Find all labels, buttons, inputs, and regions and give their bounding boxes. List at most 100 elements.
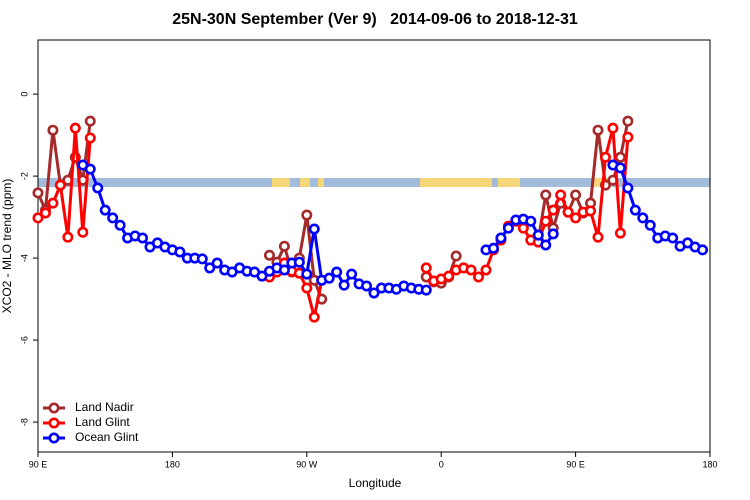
data-point bbox=[592, 231, 604, 243]
data-point bbox=[480, 264, 492, 276]
y-tick-label: -4 bbox=[19, 254, 29, 262]
legend-marker bbox=[48, 432, 60, 444]
land-strip bbox=[420, 178, 492, 187]
data-point bbox=[107, 212, 119, 224]
x-tick-label: 90 W bbox=[296, 459, 318, 469]
plot-frame bbox=[37, 39, 711, 453]
data-point bbox=[301, 209, 313, 221]
data-point bbox=[69, 122, 81, 134]
legend-marker bbox=[48, 402, 60, 414]
land-strip bbox=[318, 178, 324, 187]
data-point bbox=[114, 219, 126, 231]
land-strip bbox=[272, 178, 290, 187]
data-point bbox=[644, 219, 656, 231]
data-point bbox=[487, 242, 499, 254]
data-point bbox=[599, 151, 611, 163]
data-point bbox=[308, 223, 320, 235]
data-point bbox=[495, 232, 507, 244]
data-point bbox=[540, 239, 552, 251]
data-point bbox=[667, 232, 679, 244]
data-point bbox=[592, 124, 604, 136]
data-point bbox=[137, 232, 149, 244]
land-strip bbox=[300, 178, 310, 187]
data-point bbox=[323, 272, 335, 284]
data-point bbox=[473, 271, 485, 283]
x-axis-label: Longitude bbox=[349, 476, 402, 490]
land-strip bbox=[498, 178, 520, 187]
x-tick-label: 90 E bbox=[566, 459, 585, 469]
x-tick-label: 90 E bbox=[29, 459, 48, 469]
y-tick-label: -8 bbox=[19, 418, 29, 426]
data-point bbox=[450, 250, 462, 262]
data-point bbox=[532, 229, 544, 241]
data-point bbox=[293, 256, 305, 268]
x-tick-label: 180 bbox=[702, 459, 717, 469]
data-point bbox=[555, 189, 567, 201]
data-point bbox=[301, 282, 313, 294]
data-point bbox=[278, 264, 290, 276]
legend-label: Land Glint bbox=[75, 415, 130, 429]
y-axis-label: XCO2 - MLO trend (ppm) bbox=[0, 179, 14, 314]
data-point bbox=[547, 228, 559, 240]
data-point bbox=[32, 212, 44, 224]
x-tick-label: 180 bbox=[165, 459, 180, 469]
data-point bbox=[84, 132, 96, 144]
y-tick-label: -6 bbox=[19, 336, 29, 344]
chart-title: 25N-30N September (Ver 9) 2014-09-06 to … bbox=[172, 11, 578, 28]
data-point bbox=[32, 187, 44, 199]
data-point bbox=[47, 197, 59, 209]
data-point bbox=[174, 246, 186, 258]
legend-marker bbox=[48, 417, 60, 429]
data-point bbox=[562, 206, 574, 218]
data-point bbox=[301, 268, 313, 280]
data-point bbox=[525, 215, 537, 227]
data-point bbox=[629, 204, 641, 216]
data-point bbox=[622, 115, 634, 127]
data-point bbox=[614, 162, 626, 174]
data-point bbox=[47, 124, 59, 136]
data-point bbox=[622, 182, 634, 194]
data-point bbox=[420, 284, 432, 296]
data-point bbox=[331, 266, 343, 278]
data-point bbox=[614, 227, 626, 239]
data-point bbox=[308, 311, 320, 323]
y-tick-label: 0 bbox=[19, 92, 29, 97]
data-point bbox=[570, 189, 582, 201]
data-point bbox=[361, 280, 373, 292]
data-point bbox=[585, 205, 597, 217]
data-point bbox=[62, 231, 74, 243]
data-point bbox=[196, 253, 208, 265]
legend-label: Ocean Glint bbox=[75, 430, 139, 444]
legend-label: Land Nadir bbox=[75, 400, 134, 414]
data-point bbox=[614, 151, 626, 163]
data-point bbox=[697, 244, 709, 256]
data-point bbox=[517, 222, 529, 234]
data-point bbox=[211, 257, 223, 269]
data-point bbox=[84, 115, 96, 127]
data-point bbox=[39, 207, 51, 219]
ocean-strip bbox=[38, 178, 710, 187]
data-point bbox=[570, 212, 582, 224]
data-point bbox=[278, 240, 290, 252]
data-point bbox=[346, 268, 358, 280]
data-point bbox=[77, 226, 89, 238]
data-point bbox=[92, 182, 104, 194]
y-tick-label: -2 bbox=[19, 172, 29, 180]
data-point bbox=[54, 179, 66, 191]
data-point bbox=[338, 279, 350, 291]
data-point bbox=[465, 264, 477, 276]
data-point bbox=[368, 287, 380, 299]
data-point bbox=[637, 212, 649, 224]
data-point bbox=[99, 204, 111, 216]
data-point bbox=[622, 131, 634, 143]
data-point bbox=[443, 270, 455, 282]
data-point bbox=[607, 122, 619, 134]
data-point bbox=[84, 163, 96, 175]
data-point bbox=[502, 222, 514, 234]
data-point bbox=[263, 249, 275, 261]
data-point bbox=[547, 204, 559, 216]
data-point bbox=[420, 262, 432, 274]
